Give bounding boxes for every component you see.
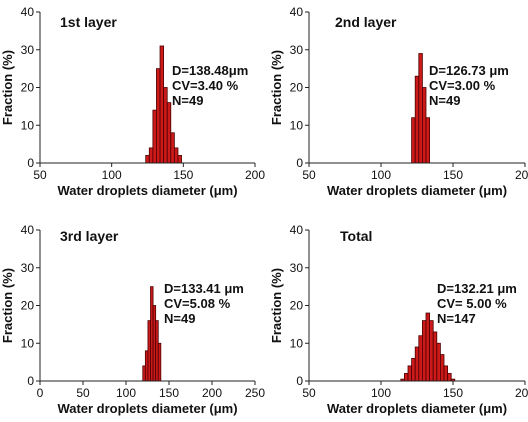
y-tick-label: 20 [290, 81, 304, 95]
chart-panel-1: 0 10 20 30 40 50 100 150 200 Water droplets diame… [0, 5, 265, 198]
stats-annotation: D=133.41 μm [164, 281, 244, 296]
histogram-bar [432, 331, 438, 382]
x-tick-label: 150 [173, 168, 193, 182]
chart-panel-2: 0 10 20 30 40 50 100 150 200 Water droplets diame… [269, 5, 528, 198]
y-tick-label: 20 [21, 81, 35, 95]
x-axis-label: Water droplets diameter (μm) [57, 401, 237, 416]
histogram-bar [145, 155, 150, 164]
y-tick-label: 0 [27, 374, 34, 388]
histogram-bar [173, 147, 179, 164]
panel-title: 3rd layer [60, 228, 119, 244]
y-axis-label: Fraction (%) [0, 268, 15, 343]
x-axis-label: Water droplets diameter (μm) [327, 183, 507, 198]
chart-panel-3: 0 10 20 30 40 0 50 100 150 200 250 Water droplets d… [0, 223, 265, 416]
panel-title: Total [340, 228, 372, 244]
y-tick-label: 10 [290, 118, 304, 132]
histogram-bar [418, 53, 423, 164]
x-tick-label: 200 [515, 168, 528, 182]
x-tick-label: 50 [76, 386, 90, 400]
histogram-bar [425, 117, 430, 164]
y-tick-label: 20 [290, 299, 304, 313]
x-tick-label: 100 [371, 386, 391, 400]
y-tick-label: 30 [21, 43, 35, 57]
x-tick-label: 200 [202, 386, 222, 400]
chart-panel-4: 0 10 20 30 40 50 100 150 200 Water droplets diame… [269, 223, 528, 416]
histogram-bar [429, 320, 434, 382]
y-tick-label: 0 [296, 374, 303, 388]
x-tick-label: 150 [443, 168, 463, 182]
histogram-bar [421, 320, 427, 382]
histogram-bar [436, 342, 441, 382]
histogram-bar [407, 365, 412, 382]
histogram-bar [170, 132, 175, 164]
x-tick-label: 50 [302, 386, 316, 400]
x-tick-label: 250 [245, 386, 265, 400]
x-tick-label: 100 [371, 168, 391, 182]
y-tick-label: 40 [21, 223, 35, 237]
stats-annotation: D=132.21 μm [437, 281, 517, 296]
stats-annotation: D=126.73 μm [429, 63, 509, 78]
histogram-bar [177, 155, 182, 164]
y-tick-label: 40 [21, 5, 35, 19]
histogram-bar [411, 117, 416, 164]
stats-annotation: N=147 [437, 311, 476, 326]
x-tick-label: 200 [515, 386, 528, 400]
y-tick-label: 10 [21, 118, 35, 132]
x-tick-label: 0 [37, 386, 44, 400]
x-axis-label: Water droplets diameter (μm) [57, 183, 237, 198]
histogram-bar [148, 147, 154, 164]
stats-annotation: D=138.48μm [172, 63, 248, 78]
histogram-bar [411, 357, 416, 382]
y-tick-label: 30 [290, 261, 304, 275]
y-tick-label: 30 [290, 43, 304, 57]
histogram-bar [403, 373, 409, 382]
y-tick-label: 0 [296, 156, 303, 170]
histogram-bar [421, 87, 427, 164]
y-tick-label: 10 [21, 336, 35, 350]
histogram-bar [163, 87, 168, 164]
x-tick-label: 100 [116, 386, 136, 400]
histogram-bar [425, 312, 430, 382]
histogram-bar [414, 346, 420, 382]
histogram-bar [152, 109, 157, 164]
x-tick-label: 150 [159, 386, 179, 400]
panel-title: 1st layer [60, 14, 117, 30]
stats-annotation: N=49 [429, 93, 460, 108]
y-tick-label: 10 [290, 336, 304, 350]
histogram-bar [157, 342, 162, 382]
histogram-bar [447, 373, 452, 382]
histogram-bar [439, 354, 445, 382]
stats-annotation: CV= 5.00 % [437, 296, 507, 311]
x-tick-label: 50 [33, 168, 47, 182]
x-tick-label: 200 [245, 168, 265, 182]
y-axis-label: Fraction (%) [0, 50, 15, 125]
y-axis-label: Fraction (%) [269, 268, 284, 343]
histogram-bar [156, 68, 161, 164]
x-tick-label: 50 [302, 168, 316, 182]
stats-annotation: CV=3.00 % [429, 78, 496, 93]
y-tick-label: 40 [290, 223, 304, 237]
y-tick-label: 40 [290, 5, 304, 19]
histogram-bar [443, 365, 448, 382]
histogram-bar [159, 45, 165, 164]
x-axis-label: Water droplets diameter (μm) [327, 401, 507, 416]
stats-annotation: CV=3.40 % [172, 78, 239, 93]
x-tick-label: 150 [443, 386, 463, 400]
histogram-bar [414, 75, 420, 164]
stats-annotation: N=49 [172, 93, 203, 108]
stats-annotation: CV=5.08 % [164, 296, 231, 311]
y-tick-label: 20 [21, 299, 35, 313]
y-tick-label: 30 [21, 261, 35, 275]
histogram-bar [418, 335, 423, 382]
histogram-bar [166, 102, 172, 164]
panel-title: 2nd layer [335, 14, 397, 30]
x-tick-label: 100 [102, 168, 122, 182]
stats-annotation: N=49 [164, 311, 195, 326]
y-tick-label: 0 [27, 156, 34, 170]
y-axis-label: Fraction (%) [269, 50, 284, 125]
